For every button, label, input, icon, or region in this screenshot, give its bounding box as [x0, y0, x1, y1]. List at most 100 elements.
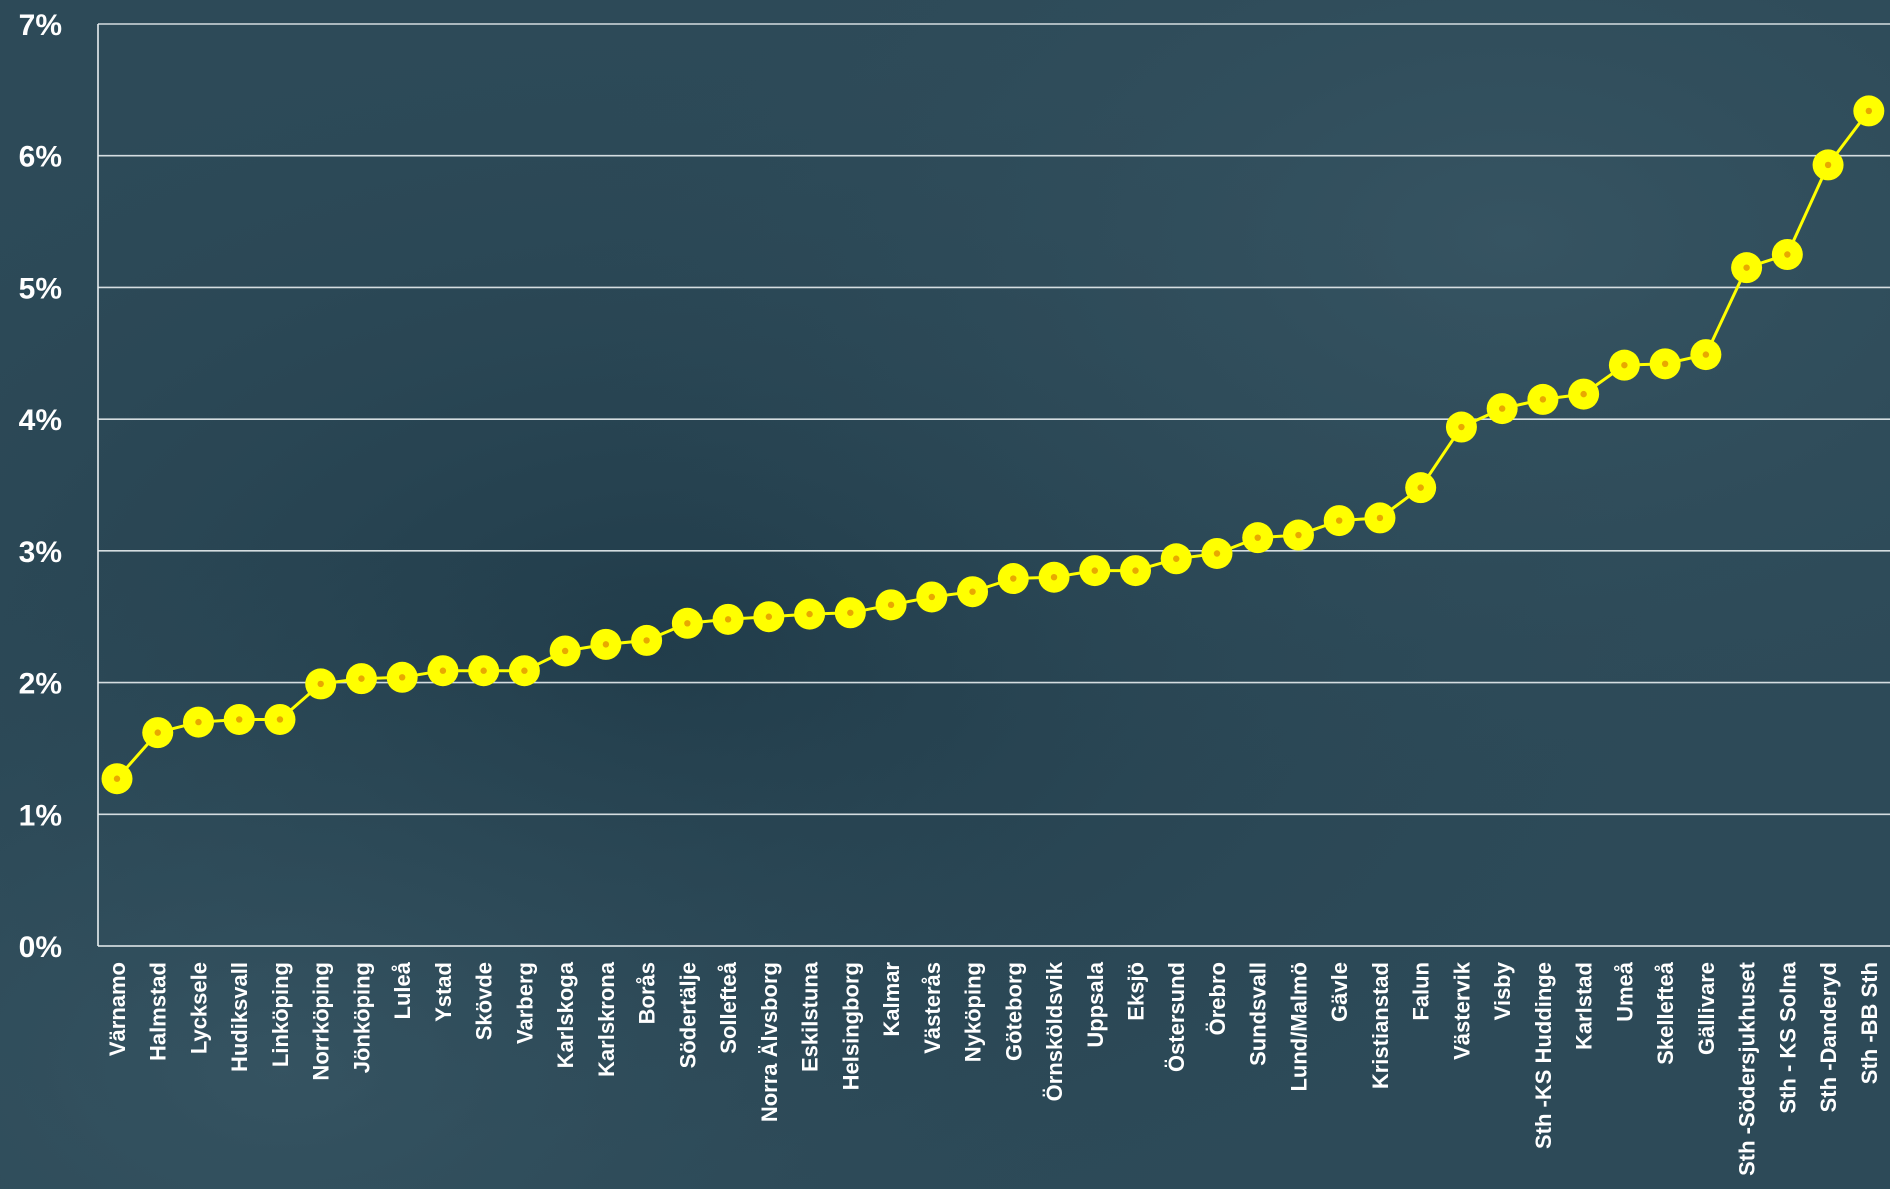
- x-tick-label: Norra Älvsborg: [757, 962, 782, 1122]
- data-point-center: [887, 601, 895, 609]
- data-point: [1323, 505, 1355, 537]
- data-point-center: [602, 641, 610, 648]
- x-tick-label: Sth -Danderyd: [1816, 962, 1841, 1112]
- data-point: [1079, 555, 1111, 587]
- data-point-center: [724, 616, 732, 623]
- data-point-center: [1661, 360, 1669, 368]
- data-point: [468, 655, 500, 687]
- data-point: [386, 661, 418, 693]
- x-tick-label: Hudiksvall: [227, 962, 252, 1072]
- x-tick-label: Sth - KS Solna: [1775, 961, 1800, 1113]
- data-point-center: [969, 588, 976, 595]
- data-point: [1649, 348, 1681, 380]
- x-tick-label: Norrköping: [309, 962, 334, 1081]
- data-point-center: [1376, 514, 1384, 522]
- data-point: [794, 598, 826, 630]
- x-tick-label: Borås: [635, 962, 660, 1024]
- data-point: [1527, 383, 1559, 415]
- data-point: [753, 601, 785, 633]
- data-point: [345, 663, 377, 695]
- data-point: [142, 717, 174, 749]
- data-point: [834, 597, 866, 629]
- data-point-center: [1865, 107, 1873, 115]
- data-point: [957, 576, 989, 608]
- x-tick-label: Nyköping: [961, 962, 986, 1062]
- data-point: [875, 589, 907, 621]
- data-point-center: [643, 637, 650, 644]
- x-tick-label: Örnsköldsvik: [1042, 961, 1067, 1101]
- x-tick-label: Sth -Södersjukhuset: [1735, 961, 1760, 1176]
- data-point-center: [1458, 423, 1465, 431]
- data-point: [1731, 252, 1763, 284]
- y-tick-label: 0%: [19, 931, 62, 964]
- data-point-center: [684, 620, 691, 627]
- y-tick-label: 6%: [19, 141, 62, 174]
- x-tick-label: Sundsvall: [1246, 962, 1271, 1066]
- data-point: [1568, 378, 1600, 410]
- data-point: [1486, 393, 1518, 425]
- x-tick-label: Jönköping: [349, 962, 374, 1073]
- data-point: [549, 635, 581, 667]
- x-tick-label: Göteborg: [1001, 962, 1026, 1061]
- x-tick-label: Luleå: [390, 961, 415, 1019]
- x-tick-label: Visby: [1490, 961, 1515, 1020]
- x-tick-label: Värnamo: [105, 962, 130, 1056]
- data-point: [1120, 555, 1151, 587]
- data-point-center: [276, 716, 284, 723]
- x-tick-label: Linköping: [268, 962, 293, 1067]
- data-point: [1771, 239, 1803, 270]
- data-point: [1445, 411, 1477, 443]
- x-tick-label: Kristianstad: [1368, 962, 1393, 1089]
- y-tick-label: 7%: [19, 9, 62, 42]
- x-tick-label: Sth -BB Sth: [1857, 962, 1882, 1084]
- y-tick-labels: 0% 1% 2% 3% 4% 5% 6% 7%: [19, 9, 62, 964]
- data-point-center: [358, 675, 365, 682]
- x-tick-label: Lund/Malmö: [1286, 962, 1311, 1092]
- x-tick-label: Karlskrona: [594, 961, 619, 1077]
- axis-layer: [97, 24, 1890, 947]
- x-tick-label: Karlstad: [1572, 962, 1597, 1050]
- data-point-center: [1050, 574, 1058, 581]
- x-tick-label: Karlskoga: [553, 961, 578, 1068]
- data-point: [1364, 502, 1396, 534]
- data-point-center: [847, 609, 854, 616]
- data-point-center: [1254, 534, 1261, 541]
- x-tick-label: Eskilstuna: [798, 961, 823, 1072]
- data-point-center: [195, 718, 202, 726]
- data-point-center: [317, 680, 324, 688]
- y-tick-label: 3%: [19, 536, 62, 569]
- data-point: [1405, 472, 1437, 504]
- x-tick-label: Västervik: [1449, 961, 1474, 1060]
- y-tick-label: 4%: [19, 404, 62, 437]
- data-point: [590, 628, 622, 660]
- data-point-center: [1213, 550, 1221, 557]
- data-point: [1160, 543, 1192, 575]
- data-point: [671, 607, 703, 639]
- data-point-center: [439, 667, 447, 674]
- data-point: [1282, 519, 1314, 551]
- data-point-center: [1743, 264, 1750, 271]
- x-tick-label: Gällivare: [1694, 962, 1719, 1055]
- data-point-center: [561, 647, 569, 655]
- data-point: [508, 655, 540, 687]
- data-point-center: [1336, 517, 1343, 524]
- data-point-center: [480, 667, 487, 674]
- x-tick-label: Varberg: [512, 962, 537, 1044]
- data-point: [427, 655, 459, 687]
- data-point-center: [928, 593, 935, 601]
- data-point: [1853, 95, 1885, 127]
- data-point: [305, 668, 337, 700]
- x-tick-label: Umeå: [1612, 961, 1637, 1022]
- data-point-center: [154, 729, 161, 736]
- data-point-center: [1580, 390, 1587, 398]
- data-point-center: [1702, 351, 1710, 358]
- data-point-center: [1173, 555, 1180, 562]
- x-tick-label: Eksjö: [1124, 962, 1149, 1021]
- data-point-center: [1539, 396, 1547, 403]
- x-tick-label: Östersund: [1164, 962, 1189, 1072]
- data-point: [264, 703, 296, 735]
- data-point-center: [1824, 161, 1832, 169]
- series-layer: [101, 95, 1885, 795]
- x-tick-label: Falun: [1409, 962, 1434, 1021]
